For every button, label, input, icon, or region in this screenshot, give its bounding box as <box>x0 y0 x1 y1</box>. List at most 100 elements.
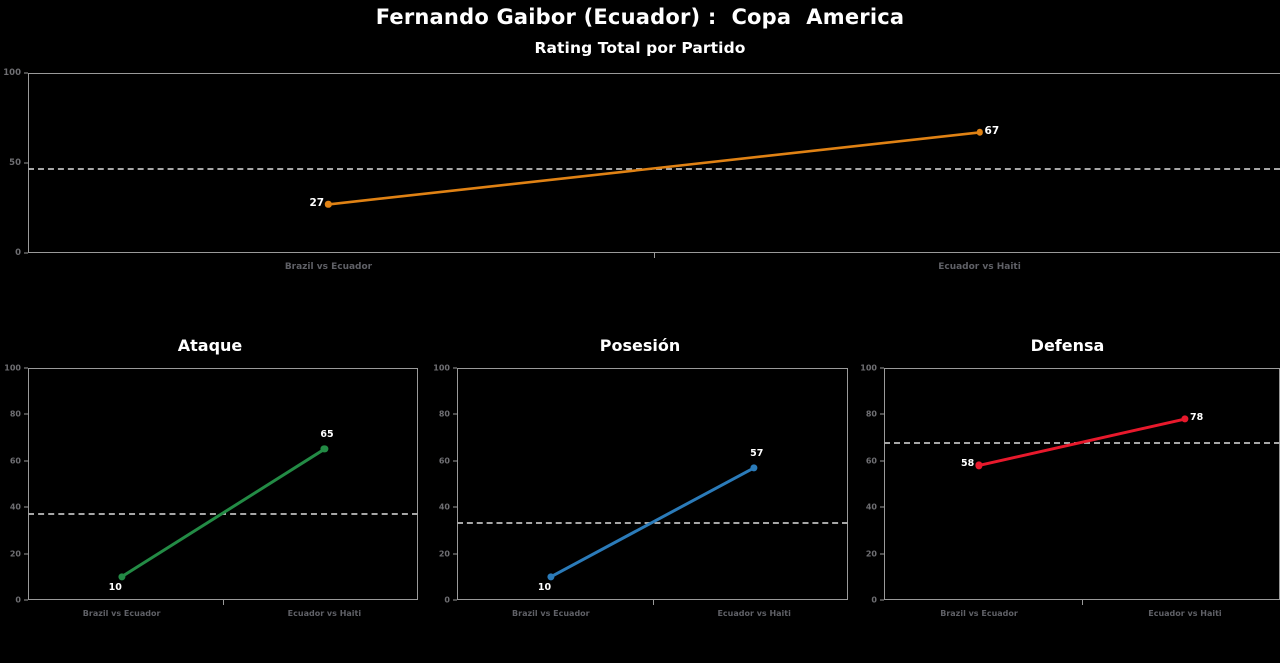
y-axis-tick-mark <box>453 367 457 369</box>
axis-spine-top <box>28 368 418 369</box>
data-point-marker <box>975 461 983 470</box>
page-title: Fernando Gaibor (Ecuador) : Copa America <box>375 5 905 29</box>
y-axis-tick-label: 80 <box>9 409 21 419</box>
axes-ataque: 0 20 40 60 80 100 Brazil vs Ecuador Ecuador vs … <box>4 364 418 618</box>
x-axis-tick-label: Ecuador vs Haiti <box>938 262 1021 272</box>
x-axis-tick-label: Brazil vs Ecuador <box>284 262 373 272</box>
axis-spine-left <box>28 368 29 600</box>
x-axis-tick-mark <box>652 600 654 605</box>
x-axis-tick-mark <box>223 600 224 605</box>
y-axis-tick-mark <box>880 367 884 369</box>
y-axis-tick-label: 40 <box>9 502 21 512</box>
series-line-posesion <box>549 466 756 579</box>
y-axis-tick-label: 60 <box>438 456 450 466</box>
y-axis-tick-mark <box>24 599 28 601</box>
data-point-marker <box>1181 415 1189 423</box>
data-point-marker <box>325 201 332 208</box>
axis-spine-bottom <box>28 599 418 600</box>
data-point-marker <box>320 445 328 453</box>
y-axis-tick-label: 50 <box>9 158 21 168</box>
y-axis-tick-label: 80 <box>438 409 450 419</box>
series-line-defensa <box>977 417 1187 467</box>
chart-posesion-title: Posesión <box>599 336 681 355</box>
y-axis-tick-label: 20 <box>865 549 877 559</box>
x-axis-tick-label: Brazil vs Ecuador <box>82 609 161 618</box>
data-point-marker <box>118 573 126 581</box>
y-axis-tick-mark <box>24 553 28 555</box>
y-axis-tick-mark <box>880 599 884 601</box>
axis-spine-top <box>457 368 848 369</box>
data-point-marker <box>547 573 555 581</box>
y-axis-tick-label: 80 <box>865 409 877 419</box>
data-point-marker <box>976 129 983 136</box>
y-axis-tick-label: 100 <box>433 363 450 373</box>
page-subtitle: Rating Total por Partido <box>534 39 746 57</box>
x-axis-tick-label: Ecuador vs Haiti <box>1148 609 1222 618</box>
data-point-label: 58 <box>961 458 975 470</box>
data-point-label: 10 <box>108 581 122 593</box>
axis-spine-left <box>884 368 885 600</box>
chart-ataque-title: Ataque <box>177 336 243 355</box>
y-axis-tick-mark <box>880 460 884 462</box>
axes-rating-total: 0 50 100 Brazil vs Ecuador Ecuador vs Haiti 2… <box>3 68 1280 272</box>
y-axis-tick-mark <box>880 506 884 508</box>
x-axis-tick-label: Ecuador vs Haiti <box>717 609 791 618</box>
y-axis-tick-label: 60 <box>865 456 877 466</box>
axis-spine-bottom <box>884 599 1280 600</box>
axis-spine-bottom <box>28 252 1280 253</box>
data-point-label: 78 <box>1189 412 1204 424</box>
axis-spine-right <box>847 368 848 600</box>
x-axis-tick-label: Brazil vs Ecuador <box>940 609 1018 618</box>
chart-posesion: Posesión 0 20 40 60 80 100 Brazil vs Ecuador Ec… <box>430 336 850 626</box>
x-axis-tick-mark <box>1082 600 1083 605</box>
y-axis-tick-mark <box>453 599 457 601</box>
x-axis-tick-mark <box>654 253 655 258</box>
y-axis-tick-mark <box>24 506 28 508</box>
axis-spine-top <box>884 368 1280 369</box>
y-axis-tick-label: 0 <box>871 595 877 605</box>
series-line-ataque <box>120 447 326 579</box>
y-axis-tick-mark <box>880 553 884 555</box>
y-axis-tick-label: 0 <box>444 595 450 605</box>
y-axis-tick-label: 40 <box>438 502 450 512</box>
series-line-rating-total <box>327 131 981 206</box>
axis-spine-left <box>457 368 458 600</box>
y-axis-tick-mark <box>24 413 28 415</box>
y-axis-tick-mark <box>453 460 457 462</box>
data-point-label: 10 <box>537 581 552 593</box>
axes-defensa: 0 20 40 60 80 100 Brazil vs Ecuador Ecuador vs … <box>860 364 1280 618</box>
y-axis-tick-mark <box>24 72 28 74</box>
y-axis-tick-mark <box>24 367 28 369</box>
y-axis-tick-label: 20 <box>438 549 450 559</box>
data-point-label: 67 <box>984 125 1000 138</box>
y-axis-tick-mark <box>24 252 28 254</box>
axes-posesion: 0 20 40 60 80 100 Brazil vs Ecuador Ecuador vs … <box>433 364 848 618</box>
y-axis-tick-label: 40 <box>865 502 877 512</box>
y-axis-tick-label: 100 <box>3 68 21 78</box>
y-axis-tick-label: 100 <box>4 363 21 373</box>
axis-spine-right <box>417 368 418 600</box>
y-axis-tick-label: 60 <box>9 456 21 466</box>
y-axis-tick-label: 0 <box>15 248 21 258</box>
y-axis-tick-label: 20 <box>9 549 21 559</box>
axis-spine-top <box>28 73 1280 74</box>
y-axis-tick-mark <box>24 162 28 164</box>
y-axis-tick-label: 0 <box>15 595 21 605</box>
data-point-label: 27 <box>309 197 325 210</box>
data-point-label: 57 <box>750 447 764 459</box>
y-axis-tick-label: 100 <box>860 363 877 373</box>
chart-defensa-title: Defensa <box>1030 336 1105 355</box>
chart-defensa: Defensa 0 20 40 60 80 100 Brazil vs Ecuador Ecu… <box>855 336 1280 626</box>
axis-spine-left <box>28 73 29 253</box>
axis-spine-bottom <box>457 599 848 600</box>
y-axis-tick-mark <box>453 413 457 415</box>
chart-ataque: Ataque 0 20 40 60 80 100 Brazil vs Ecuador Ecua… <box>0 336 420 626</box>
x-axis-tick-label: Ecuador vs Haiti <box>287 609 362 618</box>
y-axis-tick-mark <box>880 413 884 415</box>
y-axis-tick-mark <box>453 506 457 508</box>
x-axis-tick-label: Brazil vs Ecuador <box>512 609 590 618</box>
chart-rating-total: 0 50 100 Brazil vs Ecuador Ecuador vs Haiti 2… <box>0 62 1280 277</box>
y-axis-tick-mark <box>453 553 457 555</box>
y-axis-tick-mark <box>24 460 28 462</box>
data-point-label: 65 <box>320 429 334 441</box>
